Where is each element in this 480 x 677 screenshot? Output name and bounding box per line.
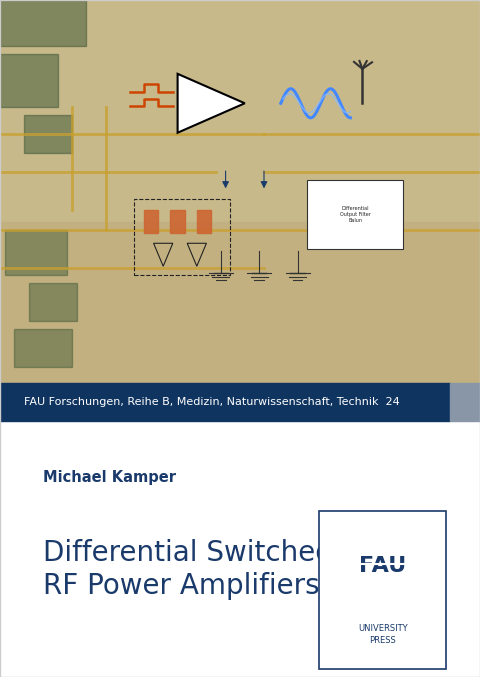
Bar [144,211,158,234]
Polygon shape [178,74,245,133]
Text: Michael Kamper: Michael Kamper [43,470,176,485]
Text: FAU: FAU [359,556,407,576]
Bar [0,0,86,46]
Bar [14,329,72,367]
Bar [5,230,67,276]
Bar [0,53,58,107]
Text: Differential Switched Mode
RF Power Amplifiers: Differential Switched Mode RF Power Ampl… [43,539,418,600]
Bar [197,211,211,234]
Bar [24,114,72,153]
Bar [134,199,230,276]
Bar [29,283,77,322]
Bar [0,383,450,421]
Bar [0,421,480,677]
Bar [307,180,403,248]
Bar [0,0,480,383]
Text: FAU Forschungen, Reihe B, Medizin, Naturwissenschaft, Technik  24: FAU Forschungen, Reihe B, Medizin, Natur… [24,397,400,407]
Bar [450,383,480,421]
Bar [0,222,480,383]
Text: UNIVERSITY
PRESS: UNIVERSITY PRESS [358,624,408,645]
Text: Differential
Output Filter
Balun: Differential Output Filter Balun [340,206,371,223]
Bar [319,510,446,670]
Bar [170,211,185,234]
